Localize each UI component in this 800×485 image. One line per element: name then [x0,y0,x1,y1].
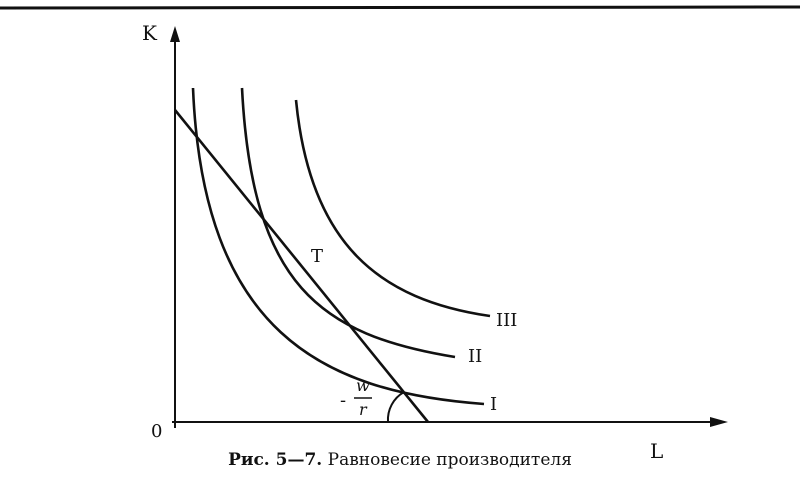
isoquant-label-II: II [468,346,482,367]
slope-denominator: r [359,400,368,419]
figure-title: Равновесие производителя [327,450,572,470]
slope-angle-arc [386,391,405,423]
isoquant-label-III: III [496,310,517,331]
l-axis-arrowhead [710,417,728,427]
slope-sign: - [340,390,346,411]
figure-caption: Рис. 5—7. Равновесие производителя [0,450,800,470]
isoquant-curve-I [191,87,485,406]
figure-number: Рис. 5—7. [228,450,323,470]
budget-line [173,109,430,423]
x-axis-label: L [650,439,663,463]
isoquant-curve-II [240,87,456,359]
equilibrium-point-label: T [311,246,323,267]
isoquant-label-I: I [490,394,497,415]
origin-label: 0 [151,421,162,442]
y-axis-label: K [142,21,158,45]
k-axis-arrowhead [170,26,180,42]
top-border-rule [0,5,800,10]
isoquant-curve-III [294,99,491,318]
slope-numerator: w [356,376,370,395]
